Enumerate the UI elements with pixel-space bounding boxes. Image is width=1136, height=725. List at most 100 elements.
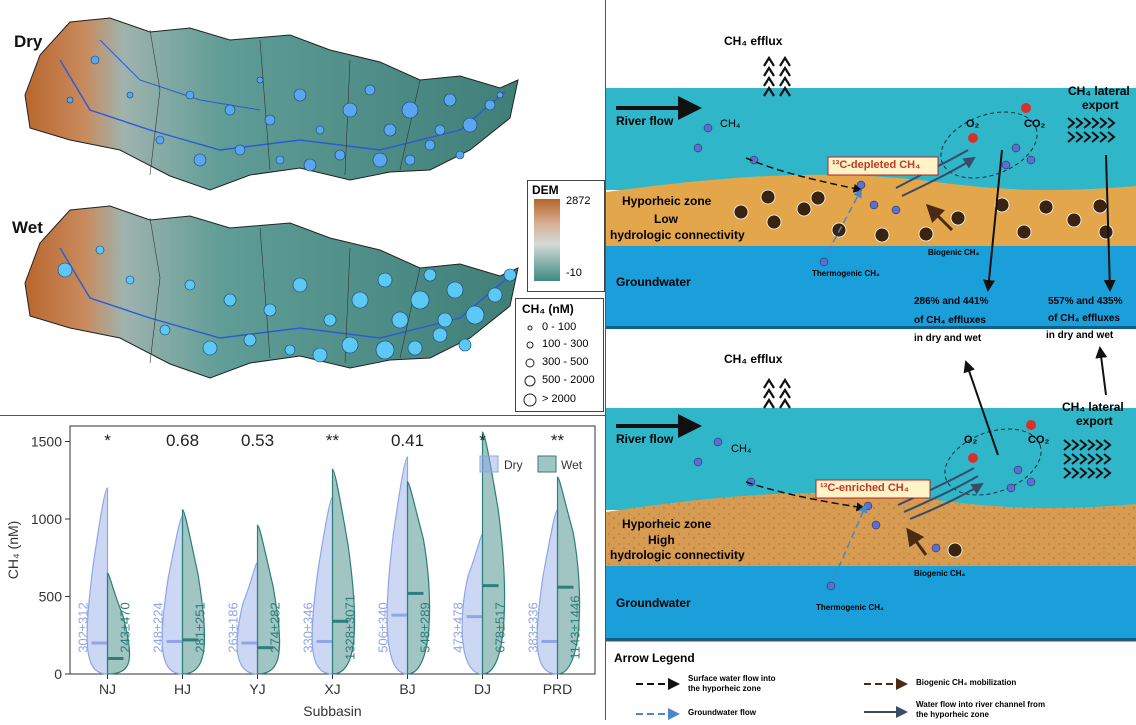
violin-dry <box>386 456 409 675</box>
wet-basin-map <box>24 205 519 379</box>
lower-scene <box>606 408 1136 641</box>
dem-colorbar <box>534 199 560 281</box>
pct-right-3: in dry and wet <box>1046 330 1114 341</box>
dem-legend-min: -10 <box>566 267 582 279</box>
y-tick-label: 0 <box>54 666 62 682</box>
lateral-contribution-arrow-down <box>1103 154 1116 292</box>
violin-wet <box>331 468 356 675</box>
depleted-box <box>827 156 939 176</box>
ch4-legend-title: CH₄ (nM) <box>522 302 574 316</box>
violin-chart: 0 500 1000 1500 CH₄ (nM) Subbasin NJ 302±312 243… <box>5 425 596 719</box>
ch4-efflux-label-upper: CH₄ efflux <box>724 34 783 48</box>
ch4-efflux-label-lower: CH₄ efflux <box>724 352 783 366</box>
efflux-contribution-arrow-down <box>983 149 1003 292</box>
lateral-label-lower-2: export <box>1076 414 1113 428</box>
groundwater-label-lower: Groundwater <box>616 596 691 610</box>
thermogenic-label-upper: Thermogenic CH₄ <box>812 269 880 278</box>
co2-label-upper: CO₂ <box>1024 118 1046 130</box>
conceptual-diagram: CH₄ efflux CH₄ efflux CH₄ lateral export… <box>606 0 1136 720</box>
significance-label: ** <box>551 431 565 450</box>
lateral-export-arrows-lower <box>1063 439 1112 479</box>
pct-right-2: of CH₄ effluxes <box>1048 313 1120 324</box>
co2-label-lower: CO₂ <box>1028 434 1050 446</box>
oxygen-molecules <box>968 103 1036 463</box>
wet-mean-label: 1328±3071 <box>343 595 358 660</box>
ch4-legend-class-4: 500 - 2000 <box>542 374 595 386</box>
pct-left-2: of CH₄ effluxes <box>914 315 986 326</box>
wet-mean-label: 243±470 <box>118 602 133 653</box>
dry-sample-points <box>66 55 504 172</box>
pct-left-1: 286% and 441% <box>914 296 989 307</box>
low-conn-label-1: Low <box>654 212 678 226</box>
ch4-label-upper: CH₄ <box>720 118 741 130</box>
surface-flow-arrow-upper <box>745 157 863 193</box>
legend-dry-swatch <box>479 455 499 473</box>
dem-legend-max: 2872 <box>566 195 591 207</box>
hyporheic-label-lower: Hyporheic zone <box>622 517 712 531</box>
violin-dry <box>86 487 109 675</box>
dem-legend: DEM 2872 -10 <box>527 180 605 292</box>
wet-basin-shape <box>24 205 519 379</box>
ch4-legend-class-1: 0 - 100 <box>542 321 577 333</box>
ch4-size-legend: CH₄ (nM) 0 - 100 100 - 300 300 - 500 500… <box>515 298 604 412</box>
violin-dry <box>161 515 184 675</box>
significance-label: 0.41 <box>391 431 424 450</box>
efflux-arrows-lower <box>763 377 791 409</box>
groundwater-label-upper: Groundwater <box>616 275 691 289</box>
pct-left-3: in dry and wet <box>914 333 982 344</box>
significance-label: * <box>479 431 486 450</box>
x-tick-label: NJ <box>99 681 116 697</box>
vertical-divider <box>605 0 606 720</box>
legend-water-2: the hyporheic zone <box>916 710 989 719</box>
legend-surface-1: Surface water flow into <box>688 674 776 683</box>
ch4-legend-class-3: 300 - 500 <box>542 356 589 368</box>
ch4-legend-class-5: > 2000 <box>542 393 576 405</box>
enriched-label: ¹³C-enriched CH₄ <box>820 482 909 494</box>
ch4-legend-class-2: 100 - 300 <box>542 338 589 350</box>
significance-label: 0.68 <box>166 431 199 450</box>
y-tick-label: 1000 <box>31 511 62 527</box>
dry-mean-label: 506±340 <box>376 602 391 653</box>
significance-label: ** <box>326 431 340 450</box>
biogenic-label-upper: Biogenic CH₄ <box>928 248 980 257</box>
x-axis-label: Subbasin <box>303 703 361 719</box>
violin-dry <box>236 561 259 675</box>
ch4-legend-symbols <box>523 325 537 407</box>
legend-ground: Groundwater flow <box>688 708 756 717</box>
lateral-label-upper-2: export <box>1082 98 1119 112</box>
violin-chart-panel: 0 500 1000 1500 CH₄ (nM) Subbasin NJ 302±312 243… <box>0 416 604 720</box>
y-tick-label: 500 <box>39 589 63 605</box>
hyporheic-label-upper: Hyporheic zone <box>622 194 712 208</box>
biogenic-label-lower: Biogenic CH₄ <box>914 569 966 578</box>
ch4-label-lower: CH₄ <box>731 443 752 455</box>
y-tick-label: 1500 <box>31 434 62 450</box>
river-flow-label-upper: River flow <box>616 114 674 128</box>
legend-dry-label: Dry <box>504 458 523 472</box>
dry-basin-map <box>24 17 519 191</box>
violin-wet <box>481 431 506 675</box>
high-conn-label-1: High <box>648 533 675 547</box>
river-flow-label-lower: River flow <box>616 432 674 446</box>
lateral-label-lower-1: CH₄ lateral <box>1062 400 1124 414</box>
x-tick-label: YJ <box>249 681 265 697</box>
violin-wet <box>181 509 206 675</box>
arrow-legend-title: Arrow Legend <box>614 651 695 665</box>
legend-wet-label: Wet <box>561 458 583 472</box>
low-conn-label-2: hydrologic connectivity <box>610 228 745 242</box>
wet-label: Wet <box>12 218 43 237</box>
dry-mean-label: 330±346 <box>301 602 316 653</box>
violin-dry <box>461 533 484 675</box>
dry-label: Dry <box>14 32 43 51</box>
violin-wet <box>256 524 281 675</box>
legend-wet-swatch <box>537 455 557 473</box>
legend-surface-2: the hyporheic zone <box>688 684 761 693</box>
biogenic-arrow-lower <box>906 527 928 556</box>
dry-mean-label: 383±336 <box>526 602 541 653</box>
wet-mean-label: 274±282 <box>268 602 283 653</box>
dry-basin-shape <box>24 17 519 191</box>
dry-mean-label: 473±478 <box>451 602 466 653</box>
efflux-contribution-arrow-up <box>963 360 999 456</box>
surface-flow-arrow-lower <box>745 481 866 512</box>
maps-panel: Dry Wet DEM 2872 -10 CH₄ (nM) 0 - 100 10… <box>0 0 605 414</box>
groundwater-flow-arrow-upper <box>827 188 862 253</box>
